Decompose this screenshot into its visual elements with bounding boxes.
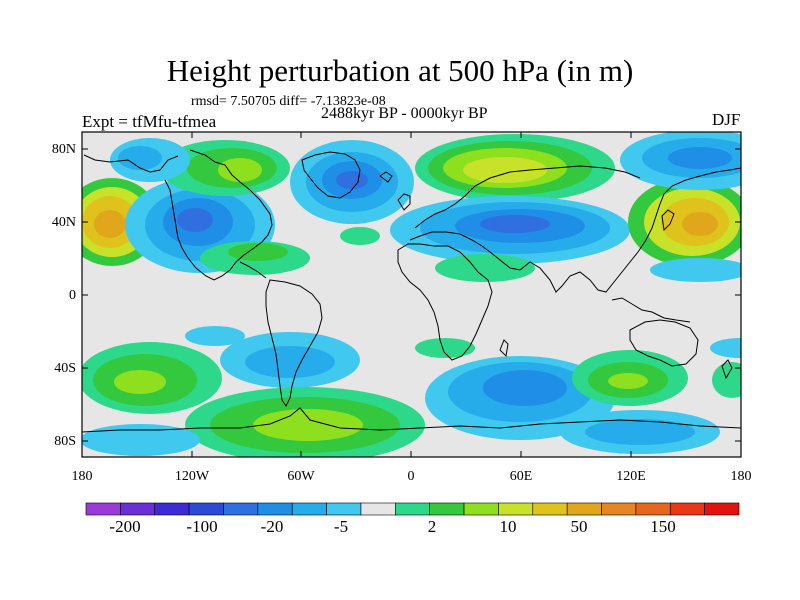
coastline-central-america — [239, 261, 267, 279]
colorbar-swatch — [395, 502, 430, 516]
contour-negative — [177, 208, 213, 232]
colorbar-swatch — [291, 502, 327, 516]
x-tick-label: 0 — [407, 469, 415, 484]
contour-negative — [82, 424, 200, 456]
plot-title: Height perturbation at 500 hPa (in m) — [166, 53, 634, 88]
contour-positive — [608, 373, 648, 389]
coastline-north-america — [164, 149, 273, 281]
colorbar-swatch — [257, 502, 293, 516]
colorbar-swatch — [326, 502, 362, 516]
period-label: 2488kyr BP - 0000kyr BP — [321, 105, 488, 122]
colorbar-label: -20 — [260, 517, 284, 536]
colorbar-swatch — [120, 502, 156, 516]
colorbar-label: -5 — [333, 517, 349, 536]
coastline-australia — [629, 319, 699, 367]
coastline-new-zealand — [721, 359, 733, 380]
colorbar-swatch — [85, 502, 121, 516]
y-tick-label: 80S — [54, 434, 76, 449]
contour-positive — [682, 212, 718, 236]
coastline-asia-south — [489, 167, 741, 293]
y-tick-label: 40N — [51, 215, 76, 230]
contour-negative — [118, 146, 162, 170]
contour-positive — [94, 210, 126, 238]
x-tick-label: 120E — [616, 469, 646, 484]
contour-positive — [114, 370, 166, 394]
contour-negative — [710, 338, 741, 358]
contour-negative — [480, 215, 550, 233]
y-tick-label: 0 — [69, 288, 76, 303]
contour-positive — [435, 254, 535, 282]
coastline-indonesia — [611, 297, 691, 323]
colorbar-label: -200 — [109, 517, 141, 536]
coastline-japan — [661, 209, 675, 232]
colorbar-swatch — [704, 502, 740, 516]
contour-negative — [585, 419, 695, 445]
colorbar-swatch — [429, 502, 465, 516]
colorbar-swatch — [188, 502, 224, 516]
coastline-africa — [397, 243, 493, 361]
colorbar-swatch — [463, 502, 499, 516]
contour-negative — [245, 346, 335, 378]
colorbar-label: 50 — [570, 517, 588, 536]
colorbar-swatch — [635, 502, 671, 516]
x-tick-label: 60W — [287, 469, 315, 484]
coastline-antarctica — [82, 407, 741, 433]
coastline-greenland — [301, 151, 361, 199]
colorbar-label: 2 — [427, 517, 437, 536]
contour-negative — [336, 171, 368, 189]
colorbar-label: 10 — [499, 517, 517, 536]
contour-positive — [228, 243, 288, 261]
y-tick-label: 80N — [51, 142, 76, 157]
contour-positive — [253, 409, 363, 441]
coastline-alaska — [83, 154, 179, 173]
coastline-south-america — [265, 279, 323, 407]
colorbar-swatch — [669, 502, 705, 516]
coastline-eurasia-north — [414, 165, 641, 229]
contour-negative — [668, 147, 732, 169]
season-label: DJF — [712, 110, 741, 129]
colorbar-swatch — [601, 502, 637, 516]
contour-positive — [415, 338, 475, 358]
coastlines — [82, 149, 741, 433]
x-tick-label: 180 — [730, 469, 752, 484]
colorbar — [85, 502, 740, 516]
colorbar-label: -100 — [186, 517, 218, 536]
contour-negative — [650, 258, 741, 282]
coastline-iceland — [379, 171, 393, 183]
y-tick-label: 40S — [54, 361, 76, 376]
stats-label: rmsd= 7.50705 diff= -7.13823e-08 — [191, 94, 386, 109]
tick-marks — [81, 132, 742, 457]
contour-positive — [463, 157, 547, 183]
x-tick-label: 120W — [174, 469, 210, 484]
x-tick-label: 60E — [509, 469, 533, 484]
x-tick-label: 180 — [71, 469, 93, 484]
coastline-mediterranean — [409, 231, 491, 253]
contour-positive — [340, 227, 380, 245]
contour-negative — [185, 326, 245, 346]
colorbar-swatch — [532, 502, 568, 516]
colorbar-swatch — [360, 502, 396, 516]
contour-positive — [218, 158, 262, 182]
coastline-britain — [397, 193, 411, 211]
coastline-madagascar — [499, 339, 509, 358]
experiment-label: Expt = tfMfu-tfmea — [82, 112, 217, 131]
contour-negative — [483, 370, 567, 406]
contour-positive — [712, 362, 741, 398]
colorbar-swatch — [566, 502, 602, 516]
colorbar-swatch — [154, 502, 190, 516]
colorbar-swatch — [498, 502, 534, 516]
colorbar-label: 150 — [650, 517, 676, 536]
colorbar-swatch — [223, 502, 259, 516]
